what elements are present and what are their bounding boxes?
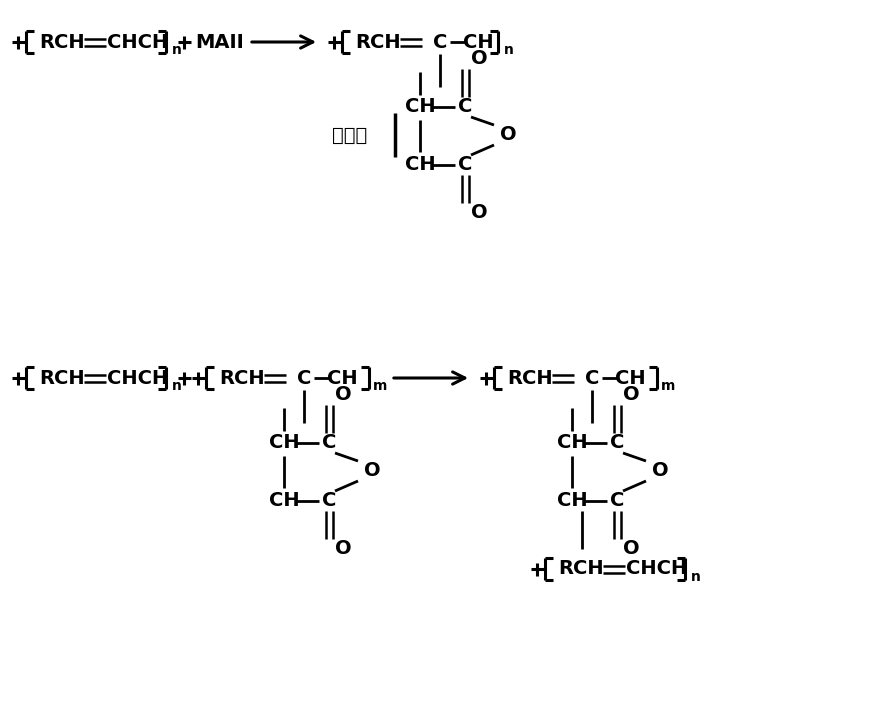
- Text: 接枝物: 接枝物: [332, 126, 368, 145]
- Text: C: C: [458, 97, 472, 116]
- Text: CH: CH: [556, 433, 588, 453]
- Text: n: n: [504, 43, 514, 57]
- Text: MAII: MAII: [195, 32, 244, 52]
- Text: O: O: [471, 49, 487, 68]
- Text: C: C: [322, 433, 337, 453]
- Text: m: m: [373, 379, 387, 393]
- Text: n: n: [691, 570, 701, 584]
- Text: O: O: [651, 462, 668, 481]
- Text: CH: CH: [269, 433, 299, 453]
- Text: RCH: RCH: [508, 369, 553, 388]
- Text: C: C: [458, 155, 472, 174]
- Text: CH: CH: [615, 369, 645, 388]
- Text: CH: CH: [269, 491, 299, 510]
- Text: RCH: RCH: [219, 369, 265, 388]
- Text: CH: CH: [405, 155, 435, 174]
- Text: m: m: [661, 379, 675, 393]
- Text: O: O: [335, 385, 351, 405]
- Text: C: C: [322, 491, 337, 510]
- Text: CH: CH: [405, 97, 435, 116]
- Text: CH: CH: [556, 491, 588, 510]
- Text: CH: CH: [463, 32, 494, 52]
- Text: C: C: [585, 369, 599, 388]
- Text: RCH: RCH: [39, 369, 85, 388]
- Text: O: O: [623, 539, 639, 558]
- Text: CHCH: CHCH: [107, 32, 168, 52]
- Text: CHCH: CHCH: [626, 559, 688, 578]
- Text: C: C: [610, 491, 624, 510]
- Text: O: O: [471, 203, 487, 222]
- Text: RCH: RCH: [39, 32, 85, 52]
- Text: n: n: [172, 379, 182, 393]
- Text: RCH: RCH: [558, 559, 603, 578]
- Text: O: O: [500, 126, 516, 145]
- Text: O: O: [335, 539, 351, 558]
- Text: O: O: [364, 462, 380, 481]
- Text: C: C: [610, 433, 624, 453]
- Text: C: C: [433, 32, 447, 52]
- Text: CH: CH: [327, 369, 358, 388]
- Text: CHCH: CHCH: [107, 369, 168, 388]
- Text: RCH: RCH: [355, 32, 401, 52]
- Text: O: O: [623, 385, 639, 405]
- Text: C: C: [296, 369, 311, 388]
- Text: n: n: [172, 43, 182, 57]
